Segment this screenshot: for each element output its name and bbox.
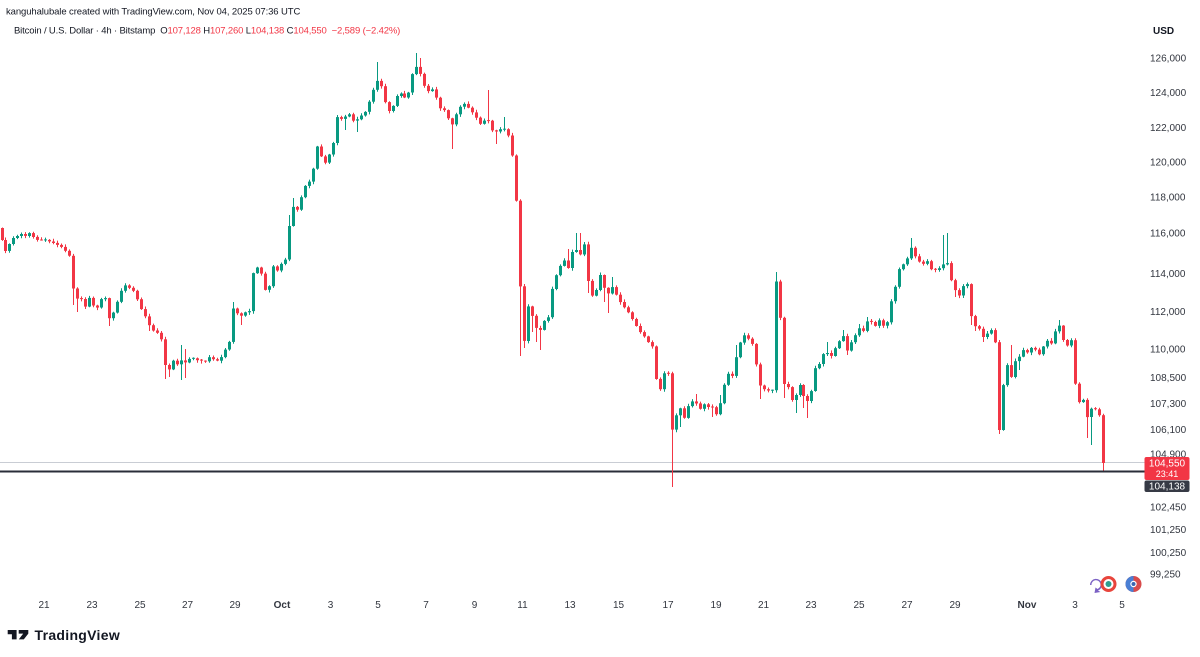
svg-text:21: 21 — [38, 600, 50, 611]
svg-text:Bitcoin / U.S. Dollar · 4h · B: Bitcoin / U.S. Dollar · 4h · Bitstamp O1… — [14, 26, 400, 37]
svg-text:21: 21 — [758, 600, 770, 611]
svg-text:kanguhalubale created with Tra: kanguhalubale created with TradingView.c… — [6, 7, 300, 18]
svg-text:USD: USD — [1153, 26, 1174, 37]
svg-text:25: 25 — [853, 600, 865, 611]
svg-text:3: 3 — [1072, 600, 1078, 611]
svg-text:122,000: 122,000 — [1150, 123, 1187, 134]
svg-text:Nov: Nov — [1018, 600, 1037, 611]
svg-text:3: 3 — [328, 600, 334, 611]
svg-text:108,500: 108,500 — [1150, 373, 1187, 384]
svg-text:112,000: 112,000 — [1150, 307, 1186, 318]
svg-text:104,550: 104,550 — [1149, 459, 1186, 470]
svg-text:23: 23 — [805, 600, 817, 611]
svg-text:106,100: 106,100 — [1150, 425, 1187, 436]
svg-text:19: 19 — [710, 600, 722, 611]
svg-text:99,250: 99,250 — [1150, 570, 1181, 581]
svg-text:27: 27 — [901, 600, 913, 611]
svg-text:5: 5 — [375, 600, 381, 611]
svg-text:Oct: Oct — [274, 600, 291, 611]
svg-text:101,250: 101,250 — [1150, 525, 1187, 536]
svg-text:104,138: 104,138 — [1149, 482, 1186, 493]
svg-text:114,000: 114,000 — [1150, 269, 1186, 280]
svg-text:27: 27 — [182, 600, 194, 611]
svg-text:110,000: 110,000 — [1150, 344, 1186, 355]
svg-text:29: 29 — [229, 600, 241, 611]
svg-text:116,000: 116,000 — [1150, 229, 1186, 240]
svg-text:25: 25 — [134, 600, 146, 611]
svg-text:7: 7 — [423, 600, 429, 611]
svg-text:120,000: 120,000 — [1150, 158, 1187, 169]
svg-text:102,450: 102,450 — [1150, 503, 1187, 514]
svg-text:9: 9 — [472, 600, 478, 611]
svg-text:118,000: 118,000 — [1150, 193, 1186, 204]
svg-text:100,250: 100,250 — [1150, 548, 1187, 559]
svg-text:15: 15 — [613, 600, 625, 611]
svg-text:23:41: 23:41 — [1156, 469, 1179, 479]
svg-text:29: 29 — [949, 600, 961, 611]
svg-text:104,900: 104,900 — [1150, 450, 1187, 461]
svg-text:126,000: 126,000 — [1150, 54, 1187, 65]
svg-text:17: 17 — [662, 600, 674, 611]
svg-text:13: 13 — [564, 600, 576, 611]
svg-text:5: 5 — [1119, 600, 1125, 611]
svg-text:107,300: 107,300 — [1150, 399, 1187, 410]
svg-text:124,000: 124,000 — [1150, 88, 1187, 99]
svg-text:11: 11 — [517, 600, 528, 611]
svg-text:TradingView: TradingView — [35, 627, 121, 643]
svg-text:23: 23 — [86, 600, 98, 611]
